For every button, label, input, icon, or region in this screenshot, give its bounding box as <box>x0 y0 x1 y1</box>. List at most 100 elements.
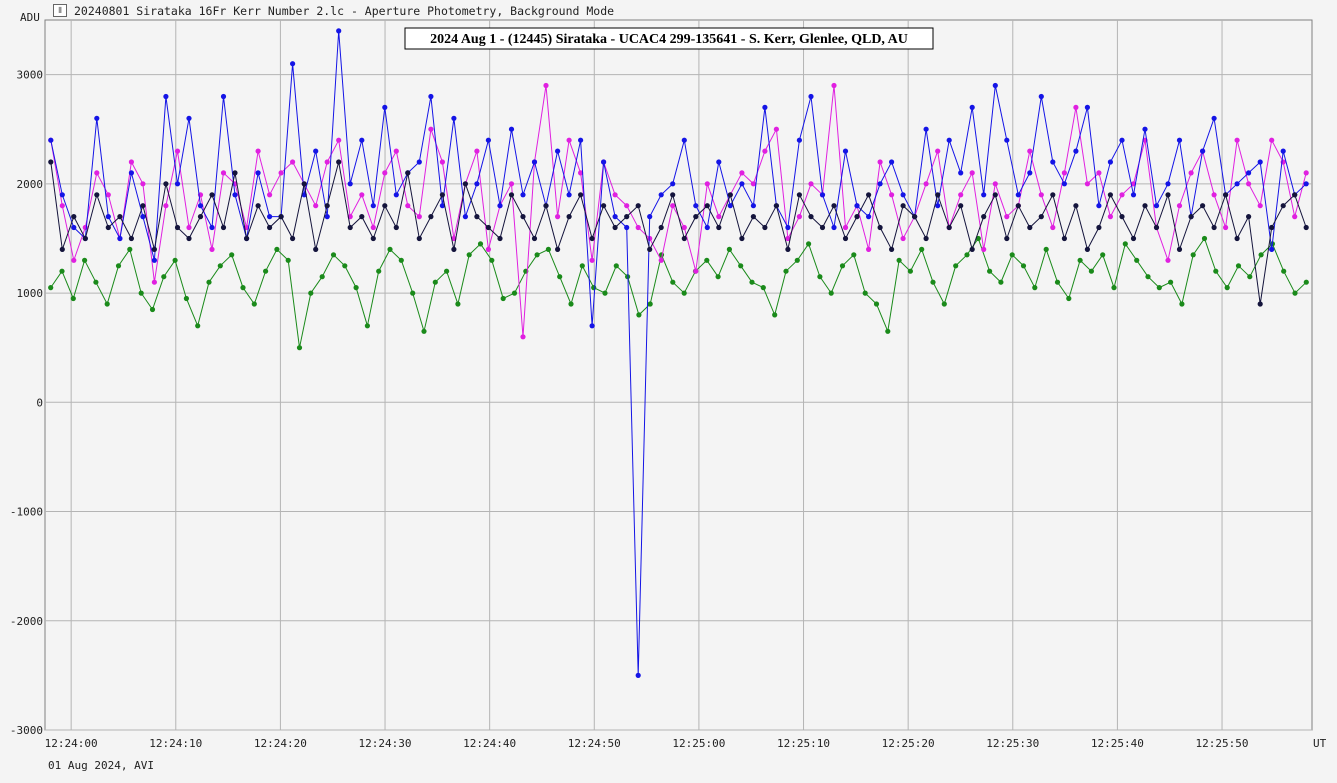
data-point <box>806 241 812 247</box>
data-point <box>1050 224 1056 231</box>
data-point <box>1015 192 1021 198</box>
data-point <box>1176 246 1183 252</box>
data-point <box>474 214 480 220</box>
data-point <box>557 274 563 280</box>
data-point <box>462 181 468 187</box>
data-point <box>1119 214 1125 220</box>
data-point <box>1038 93 1044 100</box>
data-point <box>866 192 872 198</box>
data-point <box>749 279 755 285</box>
data-point <box>220 93 227 100</box>
data-point <box>796 214 803 220</box>
x-tick-label: 12:24:50 <box>568 737 621 750</box>
data-point <box>919 246 925 252</box>
footer-date-source: 01 Aug 2024, AVI <box>48 759 154 772</box>
data-point <box>987 268 993 274</box>
grid-layer <box>44 19 1313 731</box>
data-point <box>555 246 561 252</box>
data-point <box>1280 148 1286 154</box>
data-point <box>1257 301 1263 307</box>
data-point <box>1269 246 1275 252</box>
data-point <box>151 279 157 285</box>
data-point <box>941 301 947 307</box>
data-point <box>796 137 803 143</box>
data-point <box>477 241 484 247</box>
data-point <box>681 235 687 242</box>
data-point <box>566 137 572 143</box>
data-point <box>444 268 450 274</box>
data-point <box>313 246 319 252</box>
data-point <box>873 301 880 307</box>
data-point <box>359 137 365 143</box>
data-point <box>485 246 491 252</box>
data-point <box>439 192 445 198</box>
data-point <box>511 290 518 296</box>
data-point <box>410 290 416 296</box>
data-point <box>508 192 515 198</box>
data-point <box>612 224 618 231</box>
data-point <box>624 214 630 220</box>
data-point <box>704 181 710 187</box>
data-point <box>1130 192 1137 198</box>
data-point <box>393 148 399 154</box>
series-line <box>50 30 1307 676</box>
data-point <box>82 224 88 231</box>
data-point <box>739 235 745 242</box>
data-point <box>998 279 1004 285</box>
data-point <box>359 214 365 220</box>
data-point <box>1004 214 1010 220</box>
data-point <box>163 93 169 100</box>
data-point <box>808 214 814 220</box>
data-point <box>885 328 891 334</box>
data-point <box>186 224 192 231</box>
data-point <box>831 224 837 231</box>
data-point <box>612 214 618 220</box>
data-point <box>1027 170 1033 176</box>
data-point <box>896 257 902 263</box>
data-point <box>727 203 733 209</box>
data-point <box>1223 224 1229 231</box>
data-point <box>59 246 65 252</box>
data-point <box>1247 274 1253 280</box>
data-point <box>161 274 167 280</box>
data-point <box>1246 170 1252 176</box>
data-point <box>543 203 549 209</box>
data-point <box>1061 181 1067 187</box>
data-point <box>1257 203 1263 209</box>
data-point <box>566 214 572 220</box>
data-point <box>485 224 491 231</box>
data-point <box>578 170 584 176</box>
data-point <box>612 192 618 198</box>
data-point <box>1303 224 1309 231</box>
data-point <box>534 252 540 258</box>
data-point <box>762 104 768 110</box>
data-point <box>474 148 480 154</box>
data-point <box>263 268 269 274</box>
data-point <box>670 279 676 285</box>
data-point <box>817 274 823 280</box>
data-point <box>1292 290 1298 296</box>
data-point <box>244 235 250 242</box>
data-point <box>578 137 584 143</box>
data-point <box>545 246 552 252</box>
data-point <box>762 148 768 154</box>
data-point <box>842 235 849 242</box>
data-point <box>1303 170 1309 176</box>
data-point <box>693 268 699 274</box>
data-point <box>105 214 111 220</box>
x-tick-label: 12:24:30 <box>359 737 412 750</box>
data-point <box>1096 203 1102 209</box>
data-point <box>670 192 676 198</box>
data-point <box>1213 268 1219 274</box>
data-point <box>981 246 987 252</box>
data-point <box>1280 203 1286 209</box>
data-point <box>324 159 330 165</box>
data-point <box>1258 252 1264 258</box>
data-point <box>635 224 641 231</box>
data-point <box>336 137 342 143</box>
data-point <box>313 148 319 154</box>
data-point <box>71 257 77 263</box>
data-point <box>1111 285 1117 291</box>
series-2 <box>48 28 1309 679</box>
data-point <box>94 170 100 176</box>
